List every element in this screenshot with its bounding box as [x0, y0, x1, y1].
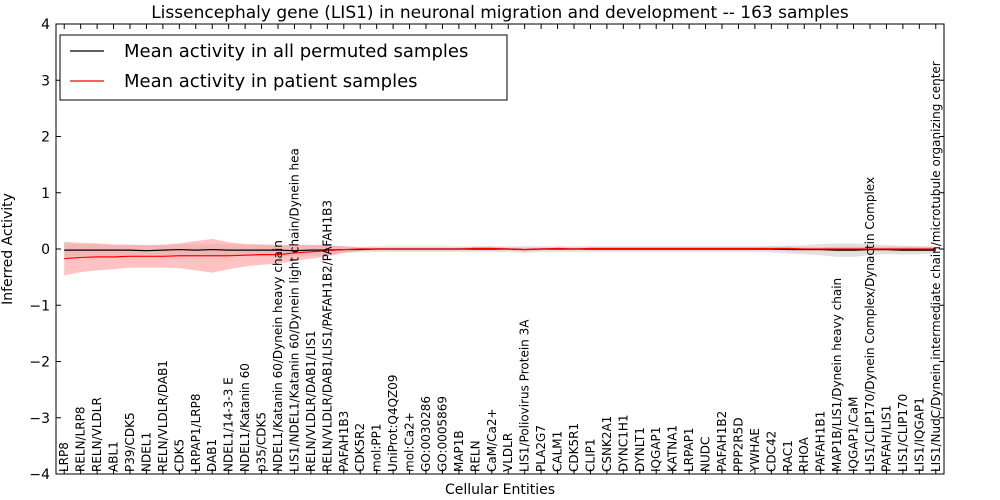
x-category-label: PAFAH1B3: [337, 411, 351, 472]
x-category-label: PAFAH/LIS1: [879, 405, 893, 472]
x-category-label: NDEL1/Katanin 60: [238, 363, 252, 472]
x-category-label: RAC1: [781, 440, 795, 472]
x-category-label: NDEL1/14-3-3 E: [222, 377, 236, 472]
y-tick-label: 2: [41, 130, 50, 146]
x-category-label: ABL1: [107, 441, 121, 472]
x-category-label: VLDLR: [501, 433, 515, 472]
legend: Mean activity in all permuted samples Me…: [59, 34, 508, 101]
x-category-label: LRPAP1: [682, 427, 696, 472]
x-category-label: CSNK2A1: [600, 416, 614, 472]
x-category-label: DYNLT1: [633, 427, 647, 472]
x-category-label: PAFAH1B1: [814, 411, 828, 472]
x-category-label: LIS1/IQGAP1: [912, 397, 926, 472]
x-category-label: GO:0005869: [435, 396, 449, 472]
x-category-label: DYNC1H1: [616, 414, 630, 472]
x-category-label: GO:0030286: [419, 396, 433, 472]
x-category-label: CDC42: [764, 431, 778, 472]
x-category-label: RELN/VLDLR: [90, 397, 104, 472]
y-tick-label: −4: [29, 467, 50, 483]
x-category-label: RELN/VLDLR/DAB1/LIS1: [304, 331, 318, 472]
x-category-label: NUDC: [699, 437, 713, 472]
legend-box: [59, 34, 508, 101]
x-category-label: MAP1B: [452, 430, 466, 472]
x-category-label: p35/CDK5: [255, 412, 269, 472]
y-tick-label: 3: [41, 73, 50, 89]
plot-area: [64, 238, 936, 276]
y-tick-label: 0: [41, 242, 50, 258]
x-category-label: LIS1/NDEL1/Katanin 60/Dynein light chain…: [287, 148, 301, 472]
x-category-label: LIS1/CLIP170: [896, 394, 910, 472]
legend-label-permuted: Mean activity in all permuted samples: [124, 41, 468, 62]
x-category-label: IQGAP1/CaM: [847, 397, 861, 473]
x-category-label: CaM/Ca2+: [485, 408, 499, 472]
x-category-label: RELN/LRP8: [74, 406, 88, 472]
x-category-label: CLIP1: [583, 439, 597, 472]
x-category-label: MAP1B/LIS1/Dynein heavy chain: [830, 278, 844, 472]
x-category-label: CDK5R2: [353, 423, 367, 472]
y-axis: −4 −3 −2 −1 0 1 2 3 4: [29, 17, 944, 483]
x-category-label: RELN/VLDLR/DAB1: [156, 360, 170, 472]
x-category-label: RELN/VLDLR/DAB1/LIS1/PAFAH1B2/PAFAH1B3: [320, 200, 334, 472]
x-category-label: PAFAH1B2: [715, 411, 729, 472]
x-category-label: mol:PP1: [370, 423, 384, 472]
x-category-label: NDEL1: [139, 432, 153, 472]
x-category-label: P39/CDK5: [123, 412, 137, 472]
legend-label-patient: Mean activity in patient samples: [124, 71, 418, 92]
x-category-label: LIS1/Poliovirus Protein 3A: [518, 319, 532, 472]
y-tick-label: −3: [29, 411, 50, 427]
x-category-label: KATNA1: [666, 425, 680, 472]
x-category-label: CDK5R1: [567, 423, 581, 472]
y-tick-label: −1: [29, 298, 50, 314]
y-tick-label: 4: [41, 17, 50, 33]
x-category-label: RHOA: [797, 436, 811, 472]
x-category-label: CALM1: [551, 431, 565, 472]
x-category-label: LIS1/NudC/Dynein intermediate chain/micr…: [929, 61, 943, 472]
x-category-label: LIS1/CLIP170/Dynein Complex/Dynactin Com…: [863, 177, 877, 472]
x-category-label: RELN: [468, 440, 482, 472]
x-axis-label: Cellular Entities: [445, 482, 555, 498]
x-category-label: YWHAE: [748, 428, 762, 473]
y-tick-label: 1: [41, 186, 50, 202]
x-category-label: IQGAP1: [649, 427, 663, 472]
x-category-label: PPP2R5D: [731, 417, 745, 472]
x-category-label: mol:Ca2+: [403, 412, 417, 472]
x-category-label: LRPAP1/LRP8: [189, 393, 203, 472]
x-category-label: CDK5: [172, 439, 186, 472]
chart-title: Lissencephaly gene (LIS1) in neuronal mi…: [151, 3, 849, 23]
y-tick-label: −2: [29, 355, 50, 371]
x-category-label: LRP8: [57, 442, 71, 472]
y-axis-label: Inferred Activity: [0, 193, 16, 305]
x-axis: LRP8 RELN/LRP8 RELN/VLDLR ABL1 P39/CDK5 NDEL1…: [57, 24, 943, 474]
x-category-label: NDEL1/Katanin 60/Dynein heavy chain: [271, 240, 285, 472]
x-category-label: DAB1: [205, 439, 219, 472]
series-line-1: [64, 247, 936, 260]
x-category-label: PLA2G7: [534, 425, 548, 472]
x-category-label: UniProt:Q4QZ09: [386, 374, 400, 472]
